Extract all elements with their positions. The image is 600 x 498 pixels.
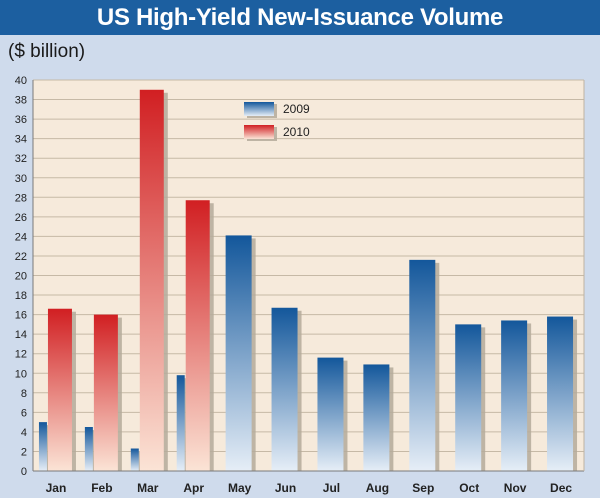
x-tick-label: May [228, 481, 252, 495]
y-tick-label: 4 [21, 427, 27, 439]
y-tick-label: 32 [15, 153, 27, 165]
y-tick-label: 20 [15, 271, 27, 283]
y-tick-label: 40 [15, 75, 27, 87]
x-tick-label: Dec [550, 481, 572, 495]
y-tick-label: 14 [15, 329, 27, 341]
y-tick-label: 16 [15, 310, 27, 322]
bar-2009-feb [84, 427, 93, 471]
y-tick-label: 18 [15, 290, 27, 302]
legend-label-2010: 2010 [283, 125, 310, 139]
bar-2009-apr [176, 375, 185, 471]
y-tick-label: 10 [15, 368, 27, 380]
legend-swatch-2010 [244, 125, 274, 139]
x-tick-label: Jan [46, 481, 67, 495]
x-tick-label: Aug [366, 481, 389, 495]
bar-2009-jun [271, 307, 298, 471]
bars [38, 89, 578, 472]
chart-title: US High-Yield New-Issuance Volume [96, 3, 504, 31]
x-tick-label: Jul [323, 481, 340, 495]
bar-2009-dec [547, 316, 574, 471]
x-tick-label: Apr [183, 481, 204, 495]
y-tick-label: 28 [15, 192, 27, 204]
y-tick-label: 12 [15, 349, 27, 361]
y-tick-label: 0 [21, 466, 27, 478]
bar-2010-feb [93, 314, 118, 471]
bar-2009-may [225, 235, 252, 471]
y-tick-label: 26 [15, 212, 27, 224]
y-tick-label: 22 [15, 251, 27, 263]
y-tick-label: 34 [15, 134, 27, 146]
x-tick-label: Mar [137, 481, 159, 495]
y-tick-label: 8 [21, 388, 27, 400]
bar-2010-mar [139, 89, 164, 472]
y-tick-label: 36 [15, 114, 27, 126]
y-axis-unit-label: ($ billion) [8, 41, 86, 62]
bar-2009-nov [501, 320, 528, 471]
y-tick-label: 6 [21, 407, 27, 419]
x-tick-label: Nov [504, 481, 527, 495]
x-tick-label: Feb [91, 481, 112, 495]
bar-2010-apr [185, 200, 210, 472]
bar-2009-jan [38, 422, 47, 471]
legend-label-2009: 2009 [283, 102, 310, 116]
legend: 2009 2010 [244, 102, 310, 141]
bar-2009-sep [409, 259, 436, 471]
bar-2009-aug [363, 364, 390, 471]
legend-swatch-2009 [244, 102, 274, 116]
axes: 0246810121416182022242628303234363840Jan… [15, 75, 585, 495]
x-tick-label: Sep [412, 481, 434, 495]
bar-2009-mar [130, 448, 139, 471]
y-tick-label: 24 [15, 231, 27, 243]
chart-title-bar: US High-Yield New-Issuance Volume [0, 0, 600, 35]
x-tick-label: Oct [459, 481, 479, 495]
bar-2009-jul [317, 357, 344, 471]
bar-2009-oct [455, 324, 482, 471]
x-tick-label: Jun [275, 481, 296, 495]
y-tick-label: 38 [15, 95, 27, 107]
bar-2010-jan [47, 308, 72, 471]
y-tick-label: 2 [21, 446, 27, 458]
y-tick-label: 30 [15, 173, 27, 185]
